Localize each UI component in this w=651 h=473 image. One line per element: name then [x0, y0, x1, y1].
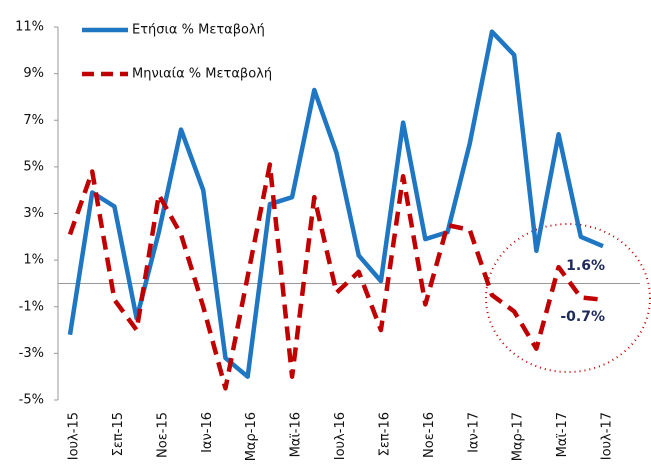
legend-label: Ετήσια % Μεταβολή — [132, 23, 265, 38]
y-tick-label: -1% — [19, 299, 44, 314]
x-tick-label: Μαρ-17 — [511, 412, 526, 461]
x-tick-label: Ιουλ-17 — [600, 412, 615, 460]
y-tick-label: 7% — [23, 113, 44, 128]
y-tick-label: -5% — [19, 393, 44, 408]
data-label: 1.6% — [566, 258, 605, 274]
x-tick-label: Ιαν-16 — [200, 412, 215, 453]
y-tick-label: 3% — [23, 206, 44, 221]
legend-label: Μηνιαία % Μεταβολή — [132, 67, 272, 82]
y-tick-label: 9% — [23, 66, 44, 81]
y-tick-label: 11% — [15, 20, 44, 35]
x-tick-label: Μαρ-16 — [244, 412, 259, 461]
x-tick-label: Ιαν-17 — [466, 412, 481, 453]
series-line — [67, 162, 604, 391]
highlight-ellipse — [485, 223, 651, 373]
data-label: -0.7% — [560, 309, 605, 325]
x-tick-label: Σεπ-15 — [111, 412, 126, 456]
x-tick-label: Ιουλ-15 — [67, 412, 82, 460]
y-tick-label: 5% — [23, 159, 44, 174]
series-line — [67, 29, 604, 379]
x-tick-label: Νοε-15 — [155, 412, 170, 458]
x-tick-label: Μαϊ-16 — [289, 412, 304, 457]
x-tick-label: Ιουλ-16 — [333, 412, 348, 460]
x-tick-label: Νοε-16 — [422, 412, 437, 458]
x-tick-label: Μαϊ-17 — [555, 412, 570, 457]
y-tick-label: 1% — [23, 253, 44, 268]
y-tick-label: -3% — [19, 346, 44, 361]
x-tick-label: Σεπ-16 — [377, 412, 392, 456]
